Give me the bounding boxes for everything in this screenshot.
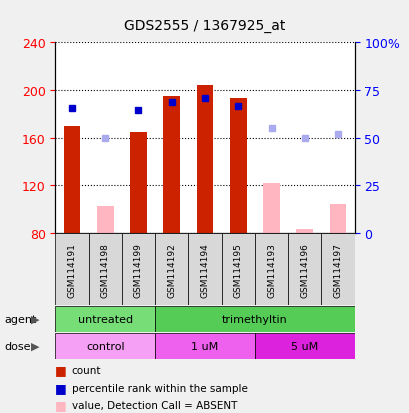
Bar: [296, 230, 312, 233]
Bar: [121, 233, 155, 306]
Bar: [196, 86, 213, 233]
Text: 5 uM: 5 uM: [290, 341, 318, 351]
Text: GSM114199: GSM114199: [134, 242, 143, 297]
Bar: [188, 233, 221, 306]
Text: GSM114193: GSM114193: [266, 242, 275, 297]
Text: GDS2555 / 1367925_at: GDS2555 / 1367925_at: [124, 19, 285, 33]
Bar: [163, 97, 180, 233]
Text: ■: ■: [55, 381, 67, 394]
Bar: [88, 233, 121, 306]
Bar: [263, 183, 279, 233]
Bar: [155, 306, 354, 332]
Bar: [130, 133, 146, 233]
Text: ▶: ▶: [31, 314, 39, 324]
Text: trimethyltin: trimethyltin: [221, 314, 287, 324]
Bar: [55, 233, 88, 306]
Bar: [97, 206, 113, 233]
Bar: [254, 233, 288, 306]
Text: percentile rank within the sample: percentile rank within the sample: [72, 383, 247, 393]
Bar: [155, 233, 188, 306]
Bar: [63, 126, 80, 233]
Text: dose: dose: [4, 341, 31, 351]
Bar: [55, 333, 155, 359]
Text: value, Detection Call = ABSENT: value, Detection Call = ABSENT: [72, 400, 236, 410]
Bar: [155, 333, 254, 359]
Text: GSM114198: GSM114198: [101, 242, 110, 297]
Text: ▶: ▶: [31, 341, 39, 351]
Text: untreated: untreated: [77, 314, 133, 324]
Bar: [321, 233, 354, 306]
Text: GSM114194: GSM114194: [200, 242, 209, 297]
Text: GSM114192: GSM114192: [167, 242, 176, 297]
Bar: [254, 333, 354, 359]
Text: count: count: [72, 366, 101, 375]
Bar: [288, 233, 321, 306]
Text: GSM114197: GSM114197: [333, 242, 342, 297]
Bar: [229, 99, 246, 233]
Text: ■: ■: [55, 398, 67, 411]
Bar: [329, 205, 346, 233]
Text: 1 uM: 1 uM: [191, 341, 218, 351]
Text: GSM114195: GSM114195: [233, 242, 242, 297]
Bar: [221, 233, 254, 306]
Text: GSM114191: GSM114191: [67, 242, 76, 297]
Text: control: control: [86, 341, 124, 351]
Text: GSM114196: GSM114196: [299, 242, 308, 297]
Bar: [55, 306, 155, 332]
Text: agent: agent: [4, 314, 36, 324]
Text: ■: ■: [55, 363, 67, 376]
